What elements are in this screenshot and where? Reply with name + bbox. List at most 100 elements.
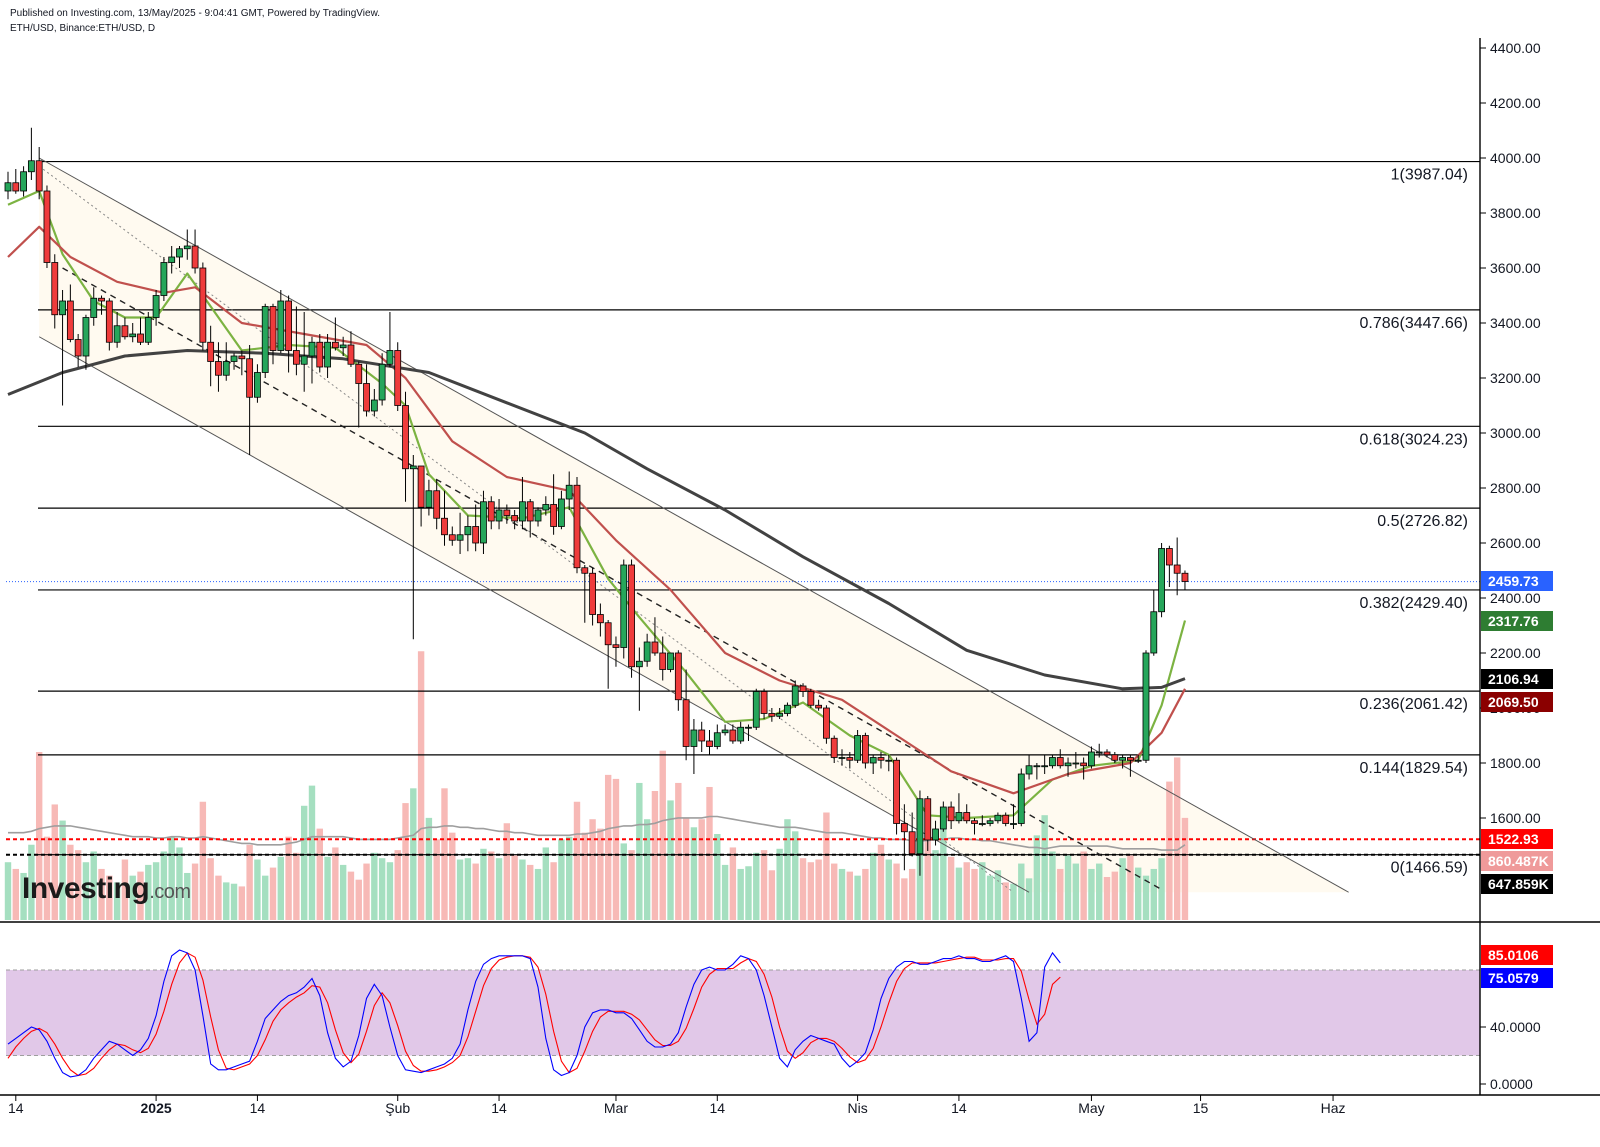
- volume-bar: [854, 875, 861, 920]
- volume-bar: [994, 870, 1002, 920]
- volume-bar: [799, 858, 807, 920]
- candle-body: [261, 306, 269, 373]
- candle-body: [612, 644, 620, 648]
- price-tag-bg: [1481, 829, 1553, 849]
- candle: [472, 504, 480, 552]
- candle: [82, 314, 90, 370]
- candle-body: [1134, 759, 1142, 762]
- candle: [947, 801, 955, 829]
- channel-lower-line: [38, 336, 1030, 893]
- candle: [339, 336, 347, 356]
- price-tag: 2459.73: [1481, 571, 1553, 591]
- price-tag: 2106.94: [1481, 669, 1553, 689]
- candle: [869, 754, 877, 774]
- candle: [784, 702, 791, 717]
- candle-body: [355, 363, 363, 384]
- volume-bar: [223, 882, 230, 920]
- candle-body: [1010, 823, 1017, 825]
- candle-body: [752, 691, 760, 728]
- candle: [246, 345, 254, 455]
- candle: [986, 818, 994, 827]
- candle: [1049, 754, 1056, 769]
- volume-bar: [199, 801, 207, 920]
- volume-bar: [113, 882, 121, 920]
- candle: [854, 730, 861, 763]
- candle-body: [573, 484, 581, 569]
- candle-body: [823, 707, 830, 739]
- candle-body: [191, 245, 199, 269]
- y-tick-label: 4000.00: [1490, 150, 1541, 166]
- candle-body: [222, 361, 230, 376]
- candle-body: [448, 534, 456, 541]
- stoch-tag-bg: [1481, 968, 1553, 988]
- candle: [105, 298, 113, 351]
- price-tag: 1522.93: [1481, 829, 1553, 849]
- price-tag-label: 647.859K: [1488, 876, 1549, 892]
- volume-bar: [877, 844, 885, 920]
- candle: [487, 496, 495, 530]
- candle-body: [978, 823, 986, 825]
- volume-bar: [659, 750, 666, 920]
- candle: [1103, 749, 1111, 758]
- reference-lines: [6, 581, 1480, 856]
- volume-bar: [160, 851, 168, 920]
- candle-body: [1181, 572, 1189, 582]
- volume-bar: [760, 850, 768, 920]
- volume-bar: [1041, 815, 1048, 920]
- volume-bar: [1049, 851, 1056, 920]
- candle: [542, 496, 550, 516]
- x-tick-label: Şub: [385, 1100, 410, 1116]
- candle-body: [1095, 751, 1103, 754]
- fib-label: 0.618(3024.23): [1359, 431, 1468, 448]
- candle-body: [472, 526, 480, 544]
- candle: [861, 732, 869, 769]
- candle-body: [511, 515, 519, 522]
- volume-bar: [324, 856, 331, 920]
- candle-body: [550, 504, 558, 527]
- candle: [628, 559, 635, 678]
- candle: [363, 364, 370, 417]
- candle-body: [417, 465, 425, 508]
- volume-bar: [137, 871, 144, 920]
- volume-bar: [254, 859, 261, 920]
- candle-body: [129, 333, 137, 338]
- candle: [893, 757, 900, 835]
- candle-body: [331, 341, 339, 349]
- candle-body: [308, 341, 316, 357]
- chart-header: Published on Investing.com, 13/May/2025 …: [10, 6, 380, 36]
- candle: [168, 246, 176, 274]
- volume-bar: [106, 875, 113, 920]
- price-tag-label: 2069.50: [1488, 694, 1539, 710]
- candle-body: [737, 726, 745, 742]
- candle: [1165, 545, 1173, 587]
- candle-body: [1165, 548, 1173, 566]
- volume-bar: [721, 864, 729, 920]
- candle: [526, 499, 534, 538]
- volume-bar: [1025, 878, 1033, 920]
- stoch-tick-label: 0.0000: [1490, 1076, 1533, 1092]
- candle-body: [402, 405, 409, 470]
- candle-body: [1173, 564, 1181, 574]
- symbol-label: ETH/USD, Binance:ETH/USD, D: [10, 23, 156, 34]
- volume-bar: [1072, 863, 1080, 920]
- candle-body: [1080, 762, 1088, 767]
- volume-bar: [792, 831, 799, 920]
- volume-bar: [924, 805, 931, 920]
- candle-body: [1017, 773, 1025, 824]
- volume-bar: [98, 868, 105, 920]
- volume-bar: [90, 851, 97, 920]
- candle-body: [487, 501, 495, 522]
- candle-body: [1025, 765, 1033, 775]
- candle: [1064, 757, 1072, 777]
- candle-body: [768, 713, 776, 717]
- stoch-tag-label: 75.0579: [1488, 970, 1539, 986]
- volume-bar: [176, 847, 183, 920]
- stoch-tick-label: 40.0000: [1490, 1019, 1541, 1035]
- volume-bar: [230, 883, 238, 920]
- volume-bar: [4, 862, 12, 920]
- volume-bar: [932, 850, 939, 920]
- volume-bar: [371, 852, 378, 920]
- volume-bar: [20, 872, 27, 920]
- y-tick-label: 2600.00: [1490, 535, 1541, 551]
